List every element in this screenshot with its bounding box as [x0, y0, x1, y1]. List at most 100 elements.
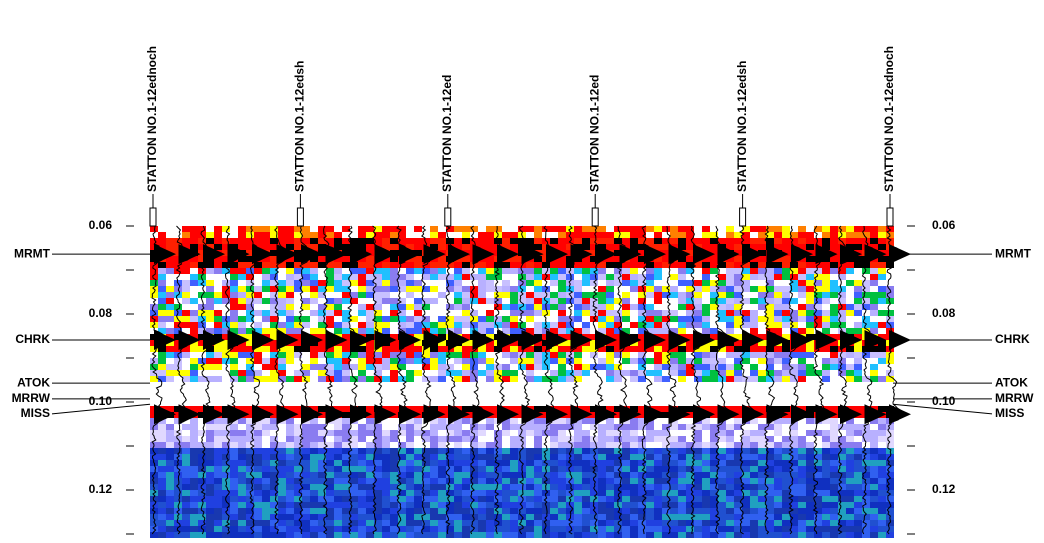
raster-cell	[478, 262, 486, 268]
raster-cell	[454, 370, 462, 376]
raster-cell	[822, 244, 830, 250]
raster-cell	[638, 358, 646, 364]
raster-cell	[814, 460, 822, 466]
raster-cell	[150, 292, 158, 298]
raster-cell	[526, 316, 534, 322]
raster-cell	[790, 514, 798, 520]
raster-cell	[598, 490, 606, 496]
raster-cell	[318, 232, 326, 238]
raster-cell	[654, 394, 662, 400]
raster-cell	[182, 424, 190, 430]
raster-cell	[638, 514, 646, 520]
raster-cell	[574, 472, 582, 478]
raster-cell	[214, 406, 222, 412]
raster-cell	[662, 238, 670, 244]
raster-cell	[430, 508, 438, 514]
raster-cell	[742, 460, 750, 466]
raster-cell	[334, 226, 342, 232]
raster-cell	[734, 400, 742, 406]
raster-cell	[670, 478, 678, 484]
raster-cell	[270, 346, 278, 352]
raster-cell	[366, 226, 374, 232]
raster-cell	[350, 490, 358, 496]
raster-cell	[470, 310, 478, 316]
raster-cell	[782, 442, 790, 448]
raster-cell	[774, 292, 782, 298]
raster-cell	[718, 376, 726, 382]
raster-cell	[742, 520, 750, 526]
raster-cell	[446, 514, 454, 520]
raster-cell	[182, 376, 190, 382]
raster-cell	[190, 430, 198, 436]
raster-cell	[822, 496, 830, 502]
raster-cell	[550, 310, 558, 316]
raster-cell	[342, 310, 350, 316]
raster-cell	[678, 268, 686, 274]
raster-cell	[366, 340, 374, 346]
raster-cell	[734, 430, 742, 436]
raster-cell	[422, 238, 430, 244]
raster-cell	[702, 466, 710, 472]
raster-cell	[478, 382, 486, 388]
raster-cell	[598, 454, 606, 460]
raster-cell	[582, 274, 590, 280]
raster-cell	[494, 526, 502, 532]
raster-cell	[582, 424, 590, 430]
raster-cell	[502, 526, 510, 532]
wiggle	[445, 225, 464, 535]
raster-cell	[806, 304, 814, 310]
raster-cell	[294, 244, 302, 250]
raster-cell	[446, 292, 454, 298]
raster-cell	[750, 502, 758, 508]
raster-cell	[550, 370, 558, 376]
raster-cell	[574, 394, 582, 400]
raster-cell	[414, 424, 422, 430]
raster-cell	[814, 436, 822, 442]
raster-cell	[494, 280, 502, 286]
raster-cell	[398, 484, 406, 490]
raster-cell	[638, 262, 646, 268]
raster-cell	[646, 466, 654, 472]
raster-cell	[774, 424, 782, 430]
raster-cell	[646, 460, 654, 466]
raster-cell	[638, 364, 646, 370]
raster-cell	[838, 322, 846, 328]
raster-cell	[526, 358, 534, 364]
raster-cell	[174, 490, 182, 496]
raster-cell	[254, 388, 262, 394]
raster-cell	[646, 472, 654, 478]
raster-cell	[734, 256, 742, 262]
raster-cell	[238, 382, 246, 388]
raster-cell	[446, 238, 454, 244]
raster-cell	[238, 472, 246, 478]
raster-cell	[446, 376, 454, 382]
raster-cell	[270, 442, 278, 448]
raster-cell	[430, 274, 438, 280]
raster-cell	[550, 328, 558, 334]
raster-cell	[846, 454, 854, 460]
raster-cell	[742, 496, 750, 502]
raster-cell	[326, 514, 334, 520]
raster-cell	[262, 268, 270, 274]
raster-cell	[326, 304, 334, 310]
raster-cell	[246, 286, 254, 292]
raster-cell	[750, 304, 758, 310]
raster-cell	[806, 520, 814, 526]
raster-cell	[846, 502, 854, 508]
raster-cell	[622, 304, 630, 310]
raster-cell	[638, 280, 646, 286]
raster-cell	[678, 256, 686, 262]
raster-cell	[758, 232, 766, 238]
raster-cell	[446, 472, 454, 478]
raster-cell	[478, 418, 486, 424]
wiggle	[151, 225, 171, 535]
raster-cell	[182, 490, 190, 496]
raster-cell	[830, 304, 838, 310]
raster-cell	[734, 448, 742, 454]
raster-cell	[318, 442, 326, 448]
raster-cell	[606, 478, 614, 484]
raster-cell	[798, 298, 806, 304]
raster-cell	[630, 238, 638, 244]
raster-cell	[654, 430, 662, 436]
raster-cell	[790, 352, 798, 358]
